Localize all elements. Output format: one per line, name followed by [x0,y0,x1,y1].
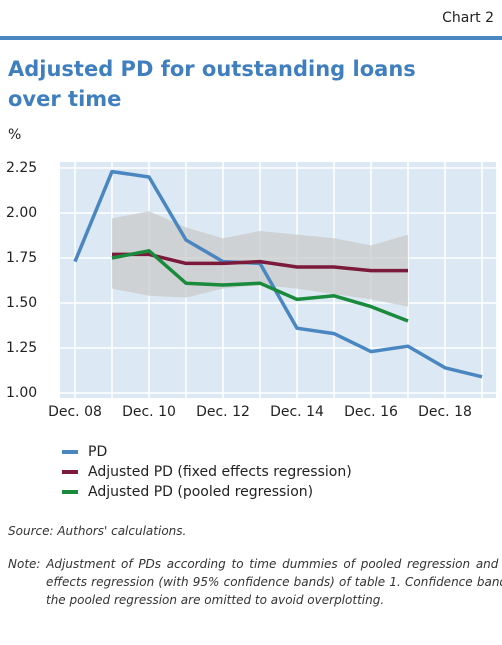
y-tick-label: 1.00 [6,385,37,401]
y-tick-label: 2.00 [6,205,37,221]
chart-label: Chart 2 [442,10,494,26]
note-text: Adjustment of PDs according to time dumm… [46,557,502,607]
x-tick-label: Dec. 08 [48,404,102,420]
x-tick-label: Dec. 16 [344,404,398,420]
x-tick-label: Dec. 18 [418,404,472,420]
legend-label: Adjusted PD (pooled regression) [88,484,313,500]
line-series [112,252,408,273]
line-series [111,249,409,323]
y-tick-label: 1.25 [6,340,37,356]
note-label: Note: [8,557,41,571]
y-tick-label: 2.25 [6,160,37,176]
legend-label: PD [88,444,107,460]
x-tick-label: Dec. 10 [122,404,176,420]
y-tick-label: 1.50 [6,295,37,311]
x-tick-label: Dec. 14 [270,404,324,420]
y-tick-label: 1.75 [6,250,37,266]
chart: Chart 2 Adjusted PD for outstanding loan… [0,10,502,500]
rule [0,36,502,40]
line-series [73,169,483,379]
note: Note: Adjustment of PDs according to tim… [8,555,502,609]
source: Source: Authors' calculations. [8,524,187,538]
y-unit: % [8,127,21,143]
legend-label: Adjusted PD (fixed effects regression) [88,464,352,480]
chart-title: Adjusted PD for outstanding loans over ti… [8,57,416,111]
x-tick-label: Dec. 12 [196,404,250,420]
